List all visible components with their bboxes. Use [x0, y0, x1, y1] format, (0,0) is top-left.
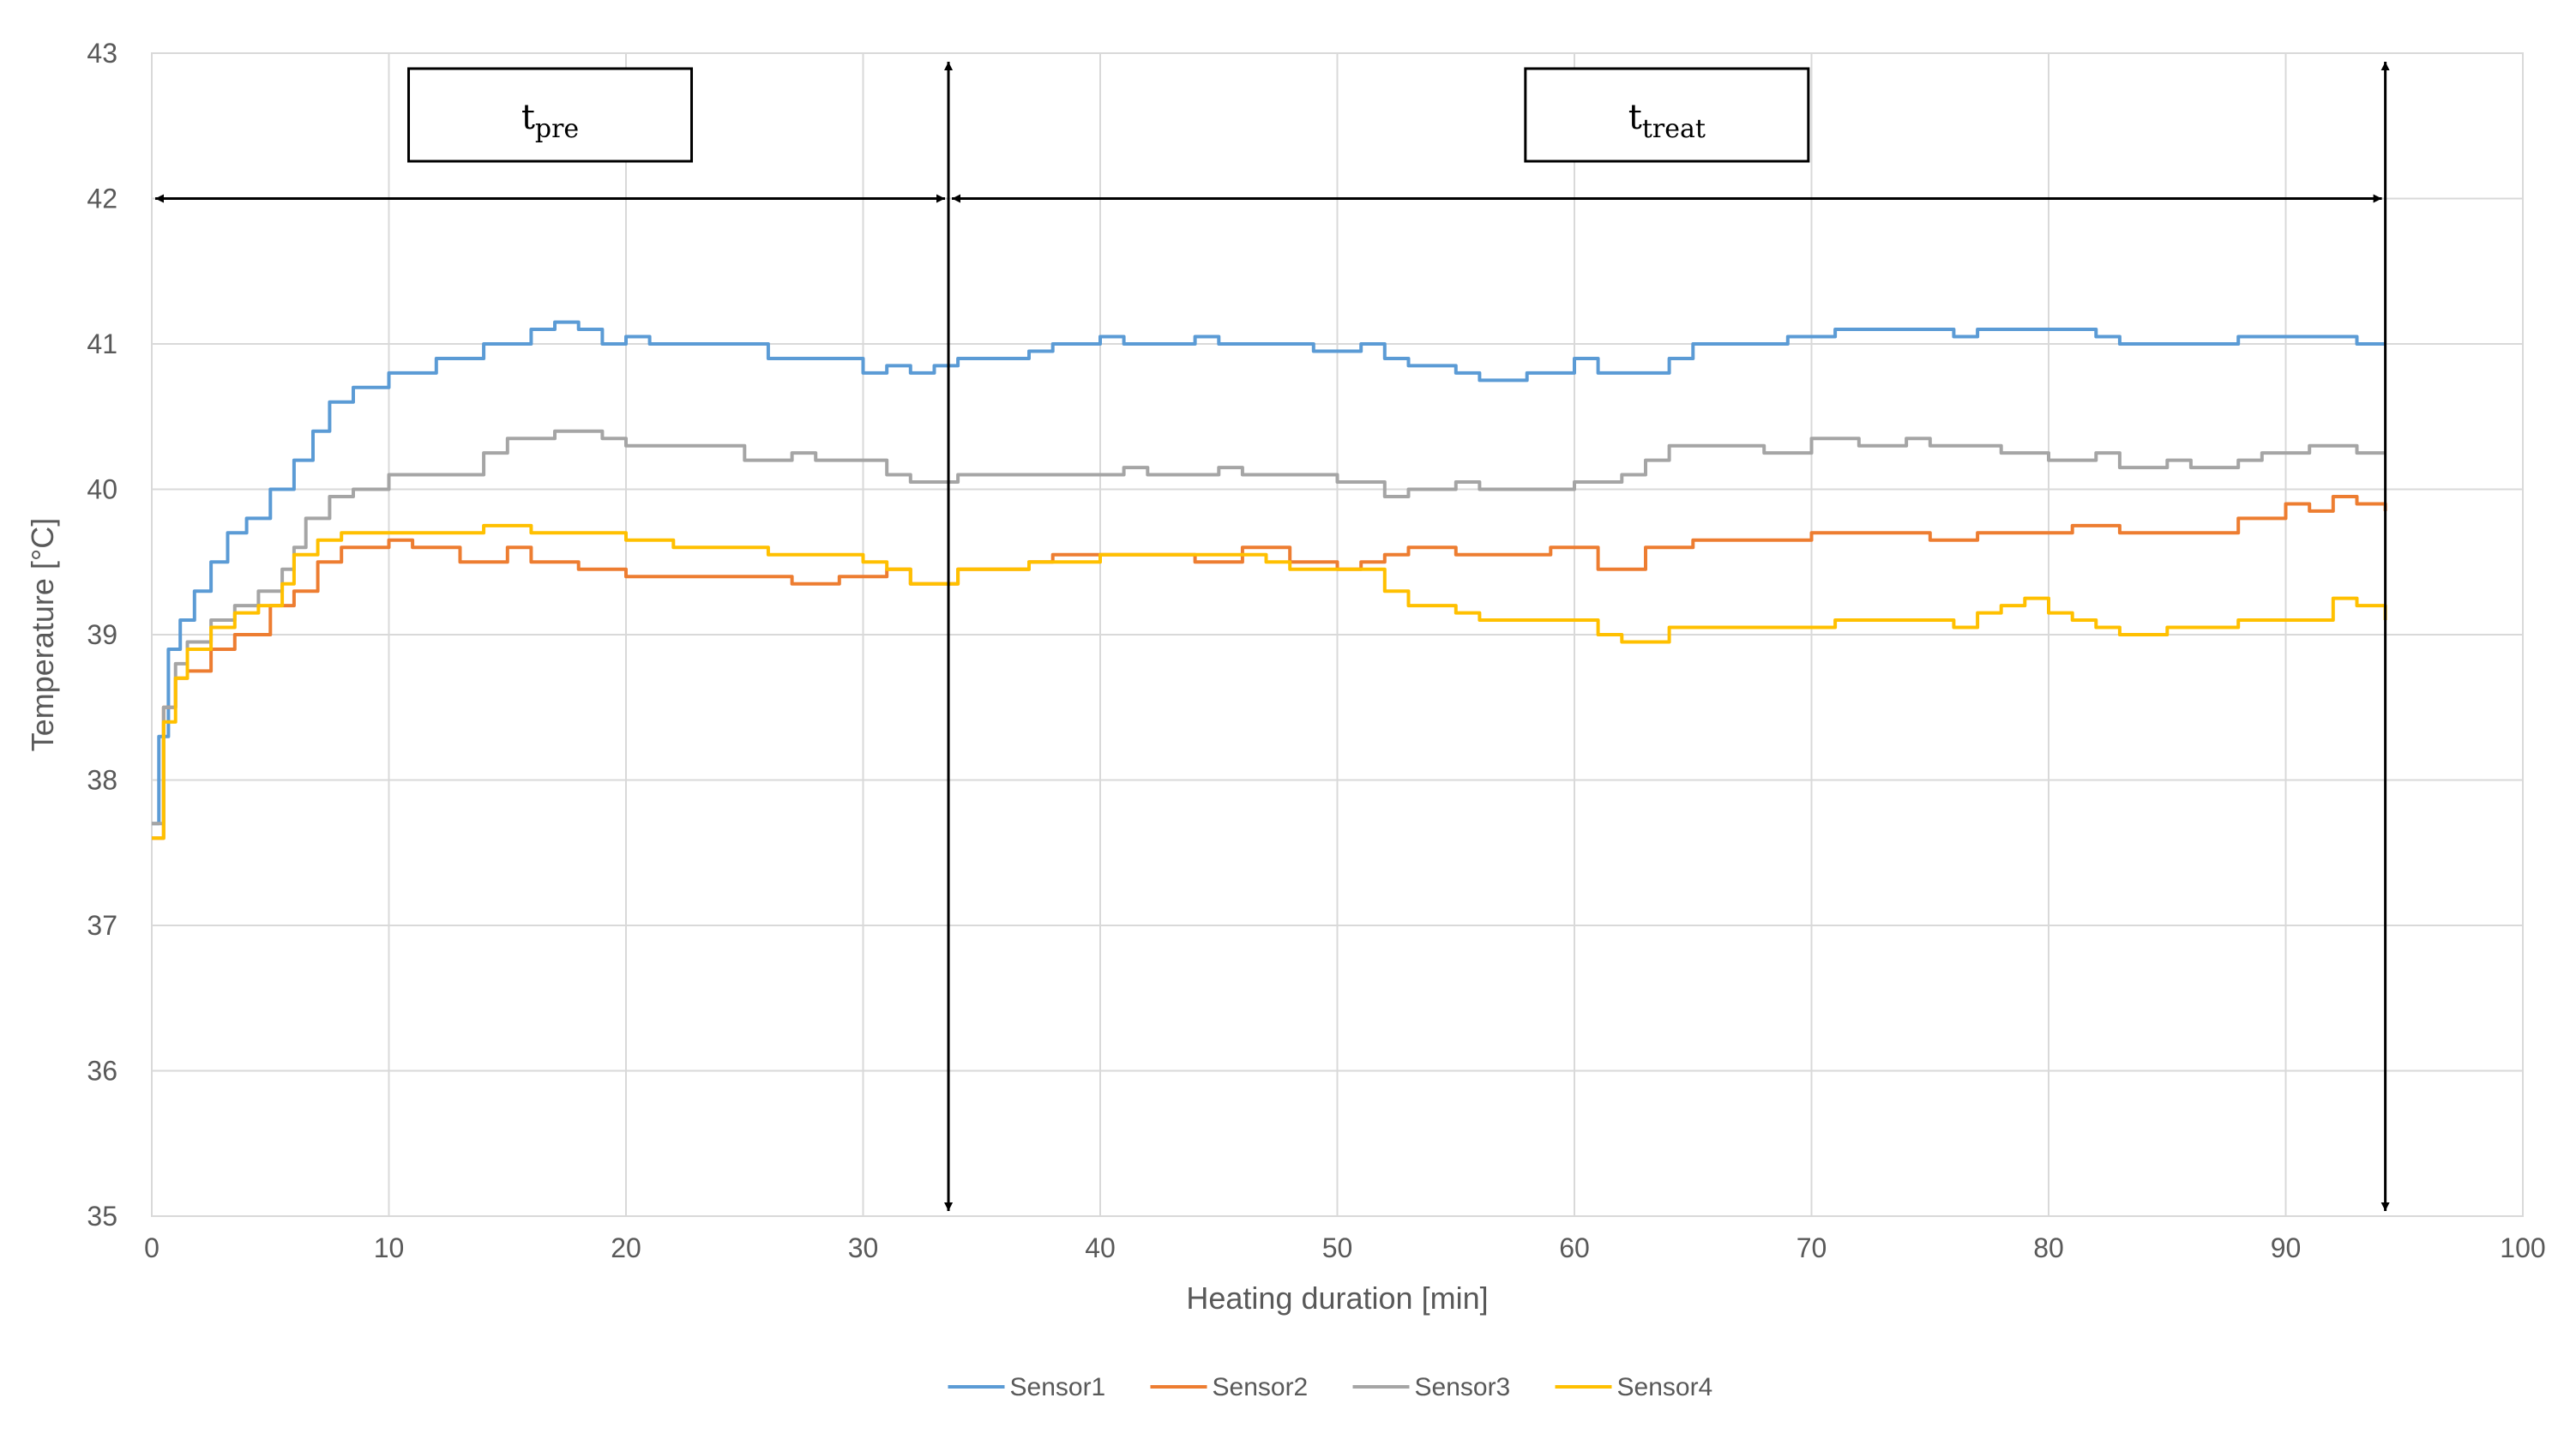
- x-tick-label: 90: [2271, 1232, 2302, 1263]
- series-lines: [152, 320, 2387, 841]
- x-tick-label: 50: [1322, 1232, 1353, 1263]
- x-tick-label: 70: [1797, 1232, 1827, 1263]
- plot-area-border: [151, 52, 2524, 1217]
- series-line-sensor2: [152, 495, 2387, 841]
- y-tick-label: 42: [87, 184, 117, 214]
- legend-label-sensor1: Sensor1: [1010, 1373, 1106, 1401]
- x-tick-label: 40: [1085, 1232, 1116, 1263]
- x-tick-label: 20: [611, 1232, 641, 1263]
- x-tick-label: 100: [2500, 1232, 2545, 1263]
- x-tick-label: 10: [374, 1232, 405, 1263]
- series-line-sensor3: [152, 429, 2386, 826]
- x-tick-label: 60: [1559, 1232, 1590, 1263]
- y-tick-label: 39: [87, 619, 117, 650]
- phase-label-treat: ttreat: [1628, 98, 1706, 144]
- phase-label-box-treat: [1524, 67, 1810, 163]
- x-tick-label: 0: [144, 1232, 159, 1263]
- legend-label-sensor2: Sensor2: [1213, 1373, 1309, 1401]
- legend-label-sensor3: Sensor3: [1415, 1373, 1511, 1401]
- y-axis-label: Temperature [°C]: [25, 518, 60, 752]
- x-axis-label: Heating duration [min]: [1186, 1280, 1488, 1316]
- legend: Sensor1 Sensor2 Sensor3 Sensor4: [948, 1373, 1713, 1401]
- x-axis-ticks: 0 10 20 30 40 50 60 70 80 90 100: [144, 1232, 2546, 1263]
- phase-label-pre: tpre: [521, 98, 579, 144]
- y-tick-label: 43: [87, 38, 117, 69]
- series-line-sensor4: [152, 523, 2387, 841]
- y-axis-ticks: 35 36 37 38 39 40 41 42 43: [87, 38, 117, 1232]
- y-tick-label: 36: [87, 1056, 117, 1087]
- x-tick-label: 80: [2033, 1232, 2064, 1263]
- series-line-sensor1: [152, 320, 2386, 826]
- y-tick-label: 41: [87, 328, 117, 359]
- legend-label-sensor4: Sensor4: [1617, 1373, 1713, 1401]
- gridlines: [151, 52, 2524, 1217]
- phase-label-box-pre: [407, 67, 694, 163]
- x-tick-label: 30: [848, 1232, 879, 1263]
- phase-annotations: tpre ttreat: [155, 62, 2390, 1211]
- y-tick-label: 38: [87, 765, 117, 796]
- y-tick-label: 37: [87, 910, 117, 941]
- y-tick-label: 35: [87, 1201, 117, 1232]
- y-tick-label: 40: [87, 474, 117, 505]
